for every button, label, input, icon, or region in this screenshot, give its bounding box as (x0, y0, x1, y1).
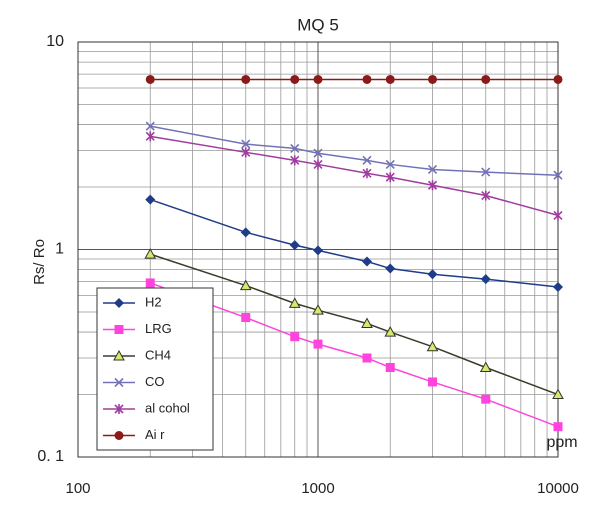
legend-label: H2 (145, 294, 162, 309)
legend-marker (114, 325, 124, 334)
data-point (241, 74, 251, 84)
chart-title: MQ 5 (297, 15, 339, 34)
data-point (480, 274, 491, 285)
data-point (553, 281, 563, 292)
data-point (145, 278, 155, 288)
data-point (313, 339, 323, 349)
data-point (362, 353, 372, 363)
data-point (553, 210, 563, 221)
data-point (427, 180, 438, 191)
y-tick-label: 1 (55, 241, 64, 258)
data-point (427, 164, 438, 175)
data-point (385, 362, 395, 372)
data-point (553, 74, 563, 84)
data-point (290, 155, 300, 166)
data-point (428, 74, 438, 84)
legend-marker (113, 349, 125, 361)
data-point (240, 227, 251, 238)
legend-marker (114, 377, 124, 388)
legend-label: CO (145, 374, 165, 389)
data-point (145, 121, 155, 131)
x-tick-label: 10000 (537, 480, 579, 497)
data-point (385, 159, 395, 170)
data-point (313, 148, 323, 158)
legend-box (96, 287, 214, 451)
data-point (241, 313, 251, 323)
data-point (552, 388, 564, 400)
data-point (290, 143, 300, 153)
legend-label: LRG (145, 321, 172, 336)
data-point (289, 240, 300, 251)
y-tick-label: 10 (46, 33, 64, 50)
data-point (362, 74, 372, 84)
data-point (385, 172, 395, 183)
data-point (313, 74, 323, 84)
plot-frame (77, 41, 559, 458)
x-axis-label: ppm (546, 434, 577, 451)
data-point (361, 256, 372, 267)
data-point (239, 279, 252, 291)
data-point (362, 168, 372, 179)
data-point (427, 269, 438, 280)
data-point (384, 326, 397, 337)
x-tick-label: 100 (65, 480, 90, 497)
data-point (361, 317, 373, 328)
data-point (241, 147, 251, 158)
data-point (312, 304, 324, 315)
legend-marker (114, 431, 124, 440)
x-tick-label: 1000 (301, 480, 334, 497)
data-point (553, 422, 563, 432)
data-point (426, 340, 439, 352)
legend-marker (114, 298, 124, 308)
data-point (481, 190, 491, 201)
data-point (481, 394, 491, 404)
series-line (150, 135, 559, 217)
data-point (290, 74, 300, 84)
data-point (288, 297, 301, 308)
legend-label: al cohol (145, 400, 190, 415)
data-point (313, 159, 323, 170)
data-point (479, 361, 492, 372)
legend-label: CH4 (145, 347, 171, 362)
data-point (241, 139, 251, 149)
data-point (145, 131, 155, 142)
y-axis-label: Rs/ Ro (31, 239, 48, 285)
data-point (385, 263, 396, 274)
data-point (145, 74, 155, 84)
legend-marker (114, 404, 124, 414)
legend-label: Ai r (145, 427, 165, 442)
data-point (481, 167, 491, 177)
data-point (481, 74, 491, 84)
data-point (290, 332, 300, 342)
data-point (553, 170, 563, 180)
data-point (144, 248, 157, 259)
data-point (145, 194, 156, 205)
data-point (385, 74, 395, 84)
y-tick-label: 0. 1 (37, 448, 64, 465)
data-point (313, 245, 323, 256)
data-point (362, 155, 372, 165)
data-point (428, 377, 438, 387)
